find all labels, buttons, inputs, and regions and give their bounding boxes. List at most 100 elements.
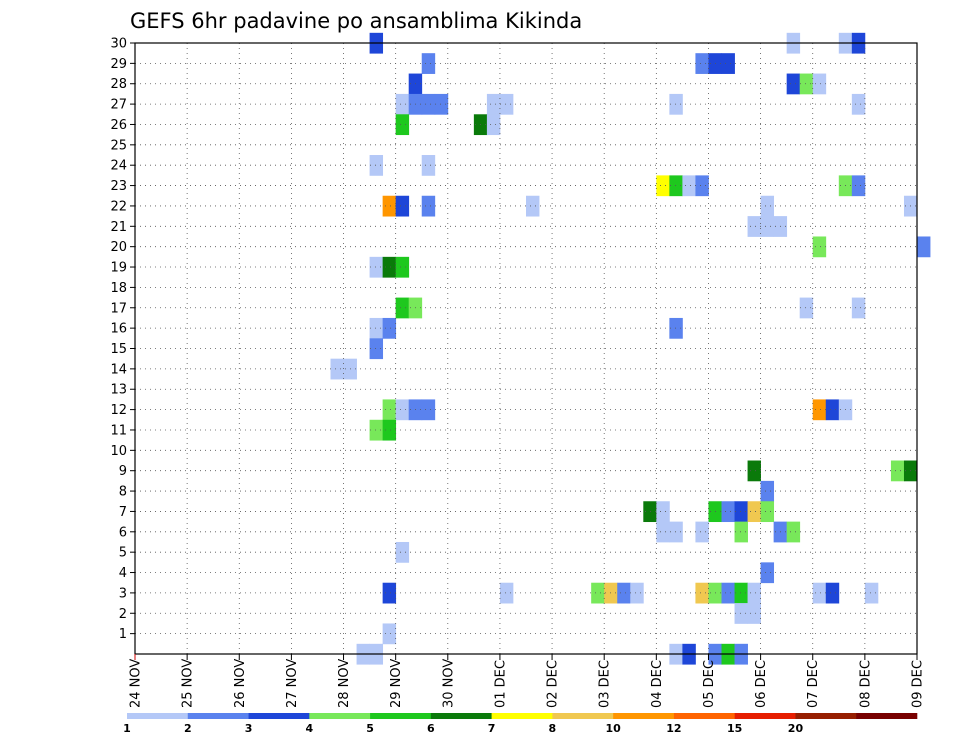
y-tick-label: 13 [110,383,127,398]
heatmap-cell [812,73,827,95]
x-tick-label: 29 NOV [389,659,404,708]
x-tick-label: 02 DEC [546,660,561,708]
heatmap-cell [369,155,384,176]
y-tick-label: 29 [110,57,127,72]
y-tick-label: 9 [119,464,127,479]
heatmap-cell [656,521,670,543]
legend-swatch [734,713,796,719]
heatmap-cell [695,582,709,604]
y-tick-label: 10 [110,444,127,459]
x-tick-label: 25 NOV [181,659,196,708]
y-tick-label: 24 [110,159,127,174]
heatmap-cell [382,256,397,278]
heatmap-cell [760,195,775,217]
heatmap-cell [825,582,840,604]
heatmap-cell [395,256,410,278]
heatmap-cell [395,297,410,319]
heatmap-cell [421,195,436,217]
y-tick-label: 30 [110,37,127,52]
legend-swatch [309,713,371,719]
heatmap-cell [747,460,761,482]
legend-label: 7 [488,722,496,735]
heatmap-cell [734,521,748,543]
legend-label: 20 [788,722,804,735]
y-tick-label: 3 [119,586,127,601]
y-tick-label: 20 [110,240,127,255]
legend-label: 10 [605,722,621,735]
heatmap-cell [395,195,410,217]
y-tick-label: 6 [119,525,127,540]
heatmap-cell [760,562,775,584]
y-tick-label: 26 [110,118,127,133]
legend-label: 12 [666,722,681,735]
legend-label: 4 [305,722,313,735]
legend-swatch [127,713,189,719]
chart-title: GEFS 6hr padavine po ansamblima Kikinda [130,9,582,33]
y-tick-label: 22 [110,199,127,214]
heatmap-cell [747,582,761,604]
heatmap-cell [421,155,436,176]
heatmap-cell [656,175,670,197]
heatmap-cell [786,73,801,95]
heatmap-cell [434,93,449,115]
heatmap-cell [747,501,761,523]
heatmap-cell [369,419,384,441]
y-tick-label: 18 [110,281,127,296]
heatmap-cell [851,297,866,319]
heatmap-cell [395,541,410,563]
heatmap-cell [421,53,436,74]
legend-swatch [856,713,918,719]
x-tick-label: 26 NOV [233,659,248,708]
heatmap-cell [382,317,397,339]
x-tick-label: 09 DEC [911,660,926,708]
y-tick-label: 19 [110,261,127,276]
legend-label: 6 [427,722,435,735]
heatmap-cell [369,317,384,339]
heatmap-cell [760,480,775,502]
legend-label: 8 [549,722,557,735]
heatmap-cell [369,256,384,278]
heatmap-cell [851,175,866,197]
heatmap-cell [382,419,397,441]
heatmap-cell [812,236,827,258]
legend-swatch [552,713,614,719]
heatmap-cell [695,175,709,197]
heatmap-cell [499,93,514,115]
legend-swatch [673,713,735,719]
heatmap-cell [721,53,735,74]
heatmap-cell [799,73,814,95]
heatmap-cell [825,399,840,421]
y-tick-label: 23 [110,179,127,194]
heatmap-cell [747,216,761,237]
x-tick-label: 03 DEC [598,660,613,708]
legend-swatch [187,713,249,719]
heatmap-cell [630,582,644,604]
heatmap-cell [747,603,761,624]
y-tick-label: 1 [119,627,127,642]
heatmap-cell [486,114,501,136]
heatmap-cell [617,582,631,604]
y-tick-label: 8 [119,485,127,500]
heatmap-cell [734,603,748,624]
heatmap-cell [695,521,709,543]
y-tick-label: 14 [110,362,127,377]
heatmap-cell [382,195,397,217]
heatmap-cell [669,317,683,339]
x-tick-label: 28 NOV [337,659,352,708]
heatmap-cell [669,175,683,197]
heatmap-cell [851,93,866,115]
heatmap-cell [382,582,397,604]
heatmap-cell [395,114,410,136]
y-tick-label: 5 [119,546,127,561]
heatmap-cell [526,195,540,217]
heatmap-cell [669,93,683,115]
heatmap-cell [917,236,931,258]
legend-swatch [370,713,432,719]
x-tick-label: 30 NOV [441,659,456,708]
y-tick-label: 11 [110,423,127,438]
legend-swatch [613,713,675,719]
y-tick-label: 28 [110,77,127,92]
heatmap-cell [421,399,436,421]
legend-swatch [248,713,310,719]
